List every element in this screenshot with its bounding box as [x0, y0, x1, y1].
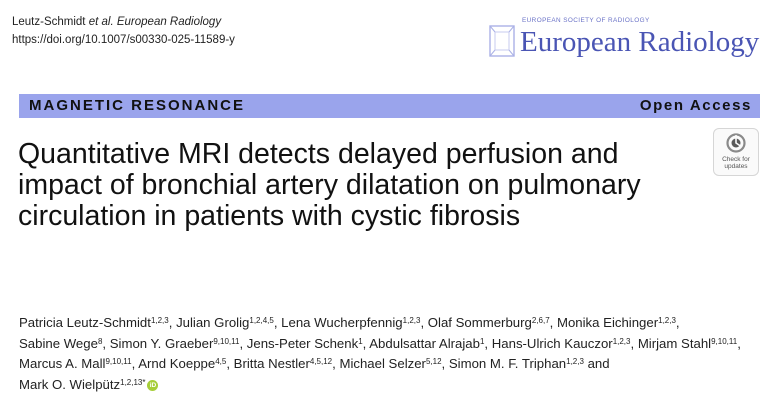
author-name[interactable]: Julian Grolig1,2,4,5 [176, 315, 274, 330]
author-affiliation: 5,12 [425, 357, 442, 366]
author-name[interactable]: Arnd Koeppe4,5 [138, 356, 226, 371]
open-access-label: Open Access [639, 97, 752, 114]
author-affiliation: 4,5,12 [309, 357, 333, 366]
section-banner: MAGNETIC RESONANCE Open Access [19, 94, 760, 118]
author-affiliation: 1,2,3 [402, 316, 421, 325]
author-name-text: Lena Wucherpfennig [281, 315, 403, 330]
orcid-icon[interactable]: iD [147, 379, 159, 391]
author-affiliation: 8 [97, 336, 103, 346]
check-for-updates-button[interactable]: Check for updates [713, 128, 759, 176]
author-name[interactable]: Simon Y. Graeber9,10,11 [110, 336, 240, 351]
author-name-text: Britta Nestler [233, 356, 310, 371]
author-name[interactable]: Mark O. Wielpütz1,2,13* iD [19, 376, 159, 392]
and-word: and [587, 356, 610, 371]
author-name[interactable]: Michael Selzer5,12 [339, 356, 441, 371]
author-affiliation: 1,2,4,5 [249, 316, 274, 325]
author-affiliation: 2,6,7 [531, 316, 550, 325]
author-name-text: Mark O. Wielpütz [19, 376, 121, 392]
author-name[interactable]: Simon M. F. Triphan1,2,3 [449, 356, 584, 371]
author-affiliation: 1,2,3 [566, 357, 584, 366]
citation-line: Leutz-Schmidt et al. European Radiology [12, 13, 235, 31]
update-check-icon [726, 133, 746, 153]
check-updates-line2: updates [724, 163, 748, 170]
author-list: Patricia Leutz-Schmidt1,2,3, Julian Grol… [19, 315, 741, 392]
author-affiliation: 9,10,11 [711, 336, 738, 346]
author-name[interactable]: Sabine Wege8 [19, 336, 102, 351]
author-name-text: Monika Eichinger [556, 315, 659, 330]
author-name[interactable]: Patricia Leutz-Schmidt1,2,3 [19, 315, 169, 330]
section-label: MAGNETIC RESONANCE [29, 97, 246, 114]
author-name-text: Sabine Wege [19, 335, 98, 351]
author-name[interactable]: Marcus A. Mall9,10,11 [19, 356, 132, 371]
article-title: Quantitative MRI detects delayed perfusi… [18, 138, 641, 232]
author-name-text: Simon Y. Graeber [109, 335, 214, 351]
author-affiliation: 9,10,11 [213, 336, 240, 346]
author-name[interactable]: Mirjam Stahl9,10,11 [638, 336, 737, 351]
author-name-text: Abdulsattar Alrajab [369, 335, 480, 351]
journal-name: European Radiology [520, 26, 760, 58]
doi-link[interactable]: https://doi.org/10.1007/s00330-025-11589… [12, 34, 235, 46]
author-affiliation: 4,5 [215, 357, 227, 366]
journal-logo: EUROPEAN SOCIETY OF RADIOLOGY European R… [488, 16, 760, 66]
check-updates-label: Check for updates [714, 156, 758, 170]
author-name[interactable]: Abdulsattar Alrajab1 [369, 336, 484, 351]
author-name-text: Michael Selzer [339, 356, 426, 371]
author-name-text: Arnd Koeppe [138, 356, 216, 371]
citation-journal: European Radiology [116, 16, 222, 28]
author-affiliation: 9,10,11 [105, 357, 132, 366]
citation-header: Leutz-Schmidt et al. European Radiology … [12, 13, 235, 49]
citation-authors: Leutz-Schmidt [12, 16, 86, 28]
author-affiliation: 1,2,3 [658, 316, 676, 325]
citation-etal: et al. [88, 16, 114, 28]
author-name-text: Simon M. F. Triphan [448, 356, 567, 371]
author-name[interactable]: Hans-Ulrich Kauczor1,2,3 [492, 336, 631, 351]
author-name-text: Mirjam Stahl [637, 335, 712, 351]
author-affiliation: 1,2,3 [612, 336, 631, 346]
author-affiliation: 1,2,13* [120, 377, 146, 387]
author-name-text: Olaf Sommerburg [427, 315, 532, 330]
journal-logo-icon [489, 25, 515, 57]
author-affiliation: 1,2,3 [150, 316, 169, 325]
author-name[interactable]: Olaf Sommerburg2,6,7 [428, 315, 550, 330]
author-name-text: Patricia Leutz-Schmidt [19, 315, 151, 330]
author-name[interactable]: Britta Nestler4,5,12 [234, 356, 332, 371]
author-name-text: Julian Grolig [176, 315, 250, 330]
check-updates-line1: Check for [722, 156, 750, 163]
author-name[interactable]: Monika Eichinger1,2,3 [557, 315, 676, 330]
author-name[interactable]: Lena Wucherpfennig1,2,3 [281, 315, 420, 330]
author-name-text: Jens-Peter Schenk [246, 335, 359, 351]
author-name-text: Hans-Ulrich Kauczor [491, 335, 613, 351]
author-name-text: Marcus A. Mall [19, 356, 106, 371]
author-affiliation: 1 [479, 336, 485, 346]
author-affiliation: 1 [358, 336, 363, 346]
society-name: EUROPEAN SOCIETY OF RADIOLOGY [522, 17, 650, 24]
author-name[interactable]: Jens-Peter Schenk1 [247, 336, 363, 351]
